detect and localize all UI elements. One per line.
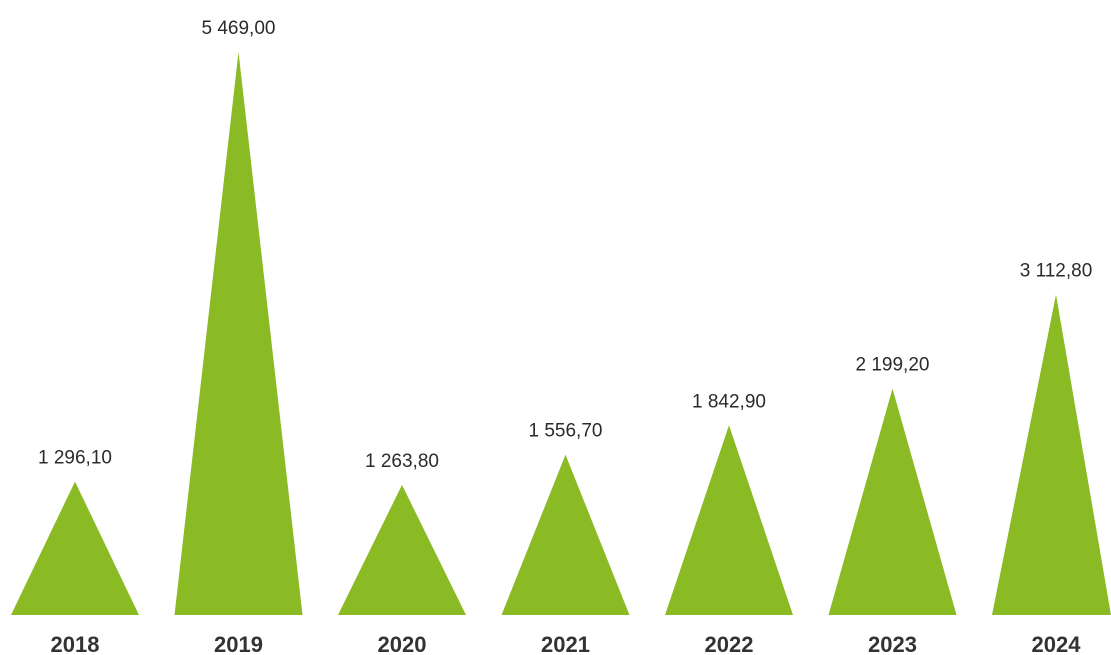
- data-label-2019: 5 469,00: [202, 18, 276, 39]
- data-label-2021: 1 556,70: [529, 421, 603, 442]
- tick-label-2021: 2021: [541, 632, 590, 655]
- data-label-2020: 1 263,80: [365, 451, 439, 472]
- data-label-2018: 1 296,10: [38, 448, 112, 469]
- tick-label-2018: 2018: [51, 632, 100, 655]
- chart-value-labels: 1 296,10 5 469,00 1 263,80 1 556,70 1 842,90…: [38, 18, 1092, 472]
- bar-2024: [992, 294, 1111, 615]
- tick-label-2022: 2022: [705, 632, 754, 655]
- bar-2019: [174, 52, 303, 615]
- bar-2020: [338, 484, 466, 615]
- chart-marks: [11, 52, 1111, 615]
- data-label-2023: 2 199,20: [856, 355, 930, 376]
- data-label-2024: 3 112,80: [1020, 261, 1093, 282]
- tick-label-2024: 2024: [1032, 632, 1082, 655]
- bar-2023: [828, 388, 957, 615]
- bar-2022: [665, 425, 793, 615]
- data-label-2022: 1 842,90: [692, 391, 766, 412]
- bar-2021: [501, 454, 630, 615]
- tick-label-2020: 2020: [378, 632, 427, 655]
- bar-2018: [11, 481, 139, 615]
- tick-label-2023: 2023: [868, 632, 917, 655]
- tick-label-2019: 2019: [214, 632, 263, 655]
- chart-tick-labels: 2018 2019 2020 2021 2022 2023 2024: [51, 632, 1082, 655]
